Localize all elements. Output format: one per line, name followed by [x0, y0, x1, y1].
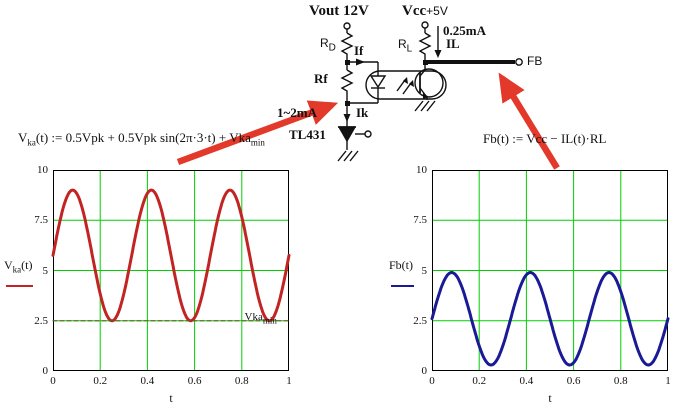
rl-label: RL [398, 37, 413, 55]
ik-range-label: 1~2mA [277, 105, 317, 120]
if-label: If [354, 43, 364, 58]
x-tick-label: 0.8 [613, 375, 628, 387]
x-tick-label: 0.6 [566, 375, 581, 387]
x-tick-label: 1 [286, 375, 292, 387]
emitter-arrowhead-icon [423, 93, 429, 99]
vka-axis-label: Vka(t) [4, 258, 33, 275]
trace-Fb(t) [430, 271, 670, 367]
vout-terminal-icon [343, 22, 351, 30]
vcc-label: Vcc+5V [402, 3, 448, 19]
vka-min-annotation: Vkamin [244, 310, 277, 326]
vka-legend-line-icon [6, 285, 33, 287]
light-arrowhead-icon [409, 80, 414, 87]
fb-terminal-icon [515, 58, 523, 66]
y-tick-label: 2.5 [413, 314, 427, 327]
led-icon [369, 75, 387, 89]
fb-axis-label: Fb(t) [389, 258, 413, 272]
ground-icon [337, 150, 359, 162]
x-tick-label: 0.8 [234, 375, 249, 387]
y-tick-label: 7.5 [413, 214, 427, 227]
vcc-terminal-icon [421, 21, 429, 29]
resistor-rf-icon [340, 69, 354, 103]
ik-label: Ik [356, 105, 369, 120]
vout-label: Vout 12V [309, 3, 369, 19]
x-tick-label: 0 [429, 375, 435, 387]
red-arrow-right-icon [498, 72, 560, 170]
resistor-rl-icon [418, 32, 432, 62]
x-tick-label: 0.2 [472, 375, 487, 387]
light-arrow-icon [402, 82, 412, 95]
x-axis-label: t [169, 391, 173, 405]
y-tick-label: 7.5 [34, 214, 48, 227]
x-tick-label: 0.6 [187, 375, 202, 387]
fb-formula: Fb(t) := Vcc − IL(t)·RL [483, 131, 607, 146]
rf-label: Rf [314, 71, 328, 86]
y-tick-label: 10 [37, 164, 48, 176]
rd-label: RD [320, 36, 336, 54]
x-tick-label: 0.2 [93, 375, 108, 387]
light-arrowhead-icon [403, 77, 408, 84]
node-dots [343, 50, 442, 122]
tl431-symbol-icon [337, 126, 357, 143]
ground-icon [414, 100, 436, 112]
y-tick-label: 2.5 [34, 314, 48, 327]
il-label: IL [446, 36, 460, 51]
x-tick-label: 0.4 [519, 375, 534, 387]
ref-terminal-icon [364, 130, 372, 138]
if-arrowhead-icon [356, 58, 365, 66]
fb-chart: 0 0.2 0.4 0.6 0.8 1 0 2.5 5 7.5 10 t [413, 164, 671, 405]
resistor-rd-icon [340, 32, 354, 62]
plot-area [430, 170, 670, 371]
il-arrowhead-icon [434, 50, 442, 58]
x-axis-label: t [548, 391, 552, 405]
y-tick-label: 0 [421, 365, 428, 377]
x-tick-label: 1 [665, 375, 671, 387]
vka-formula: Vka(t) := 0.5Vpk + 0.5Vpk sin(2π·3·t) + … [18, 130, 265, 148]
fb-legend-line-icon [391, 285, 414, 287]
y-tick-label: 0 [42, 365, 49, 377]
red-arrows [176, 72, 560, 170]
fb-label: FB [527, 54, 543, 68]
x-tick-label: 0.4 [140, 375, 155, 387]
plot-area [51, 170, 291, 371]
red-arrow-left-icon [176, 100, 339, 166]
vka-chart: 0 0.2 0.4 0.6 0.8 1 0 2.5 5 7.5 10 t Vkamin [34, 164, 292, 405]
tl431-label: TL431 [289, 127, 326, 142]
y-tick-label: 10 [416, 164, 427, 176]
optocoupler-body-icon [365, 70, 447, 100]
wires [337, 21, 523, 162]
y-tick-label: 5 [421, 264, 428, 277]
ik-arrowhead-icon [343, 114, 351, 122]
x-tick-label: 0 [50, 375, 56, 387]
trace-Vka(t) [51, 188, 291, 323]
y-tick-label: 5 [42, 264, 49, 277]
il-current-label: 0.25mA [443, 23, 486, 38]
light-arrow-icon [396, 79, 406, 92]
